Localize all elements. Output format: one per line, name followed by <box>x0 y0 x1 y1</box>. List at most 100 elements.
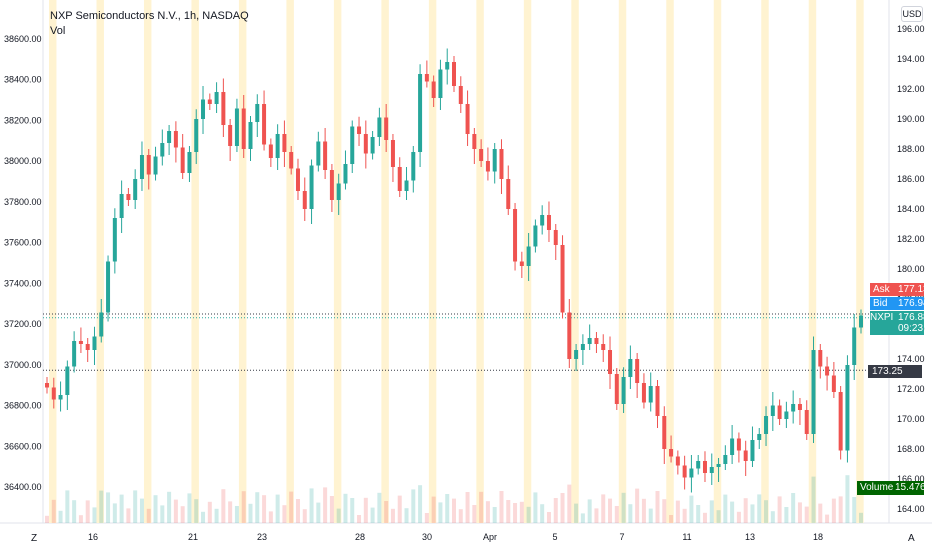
last-value: 176.88 <box>898 312 929 323</box>
candle-body <box>465 104 470 134</box>
session-band <box>428 0 437 523</box>
candle-body <box>418 74 423 152</box>
volume-bar <box>302 509 307 523</box>
candle-body <box>384 117 389 140</box>
left-tick-label: 36400.00 <box>4 482 42 492</box>
candle-body <box>302 191 307 209</box>
volume-bar <box>201 511 206 523</box>
volume-bar <box>397 495 402 523</box>
volume-bar <box>194 499 199 523</box>
volume-bar <box>472 505 477 523</box>
candle-body <box>702 461 707 473</box>
session-band <box>476 0 484 523</box>
right-tick-label: 170.00 <box>897 414 925 424</box>
volume-bar <box>540 504 545 523</box>
candle-body <box>499 149 504 179</box>
x-tick-label: 18 <box>813 532 823 542</box>
volume-tag-label: Volume <box>860 482 894 493</box>
candle-body <box>580 344 585 350</box>
candle-body <box>458 86 463 104</box>
candle-body <box>51 387 56 400</box>
volume-bar <box>282 505 287 523</box>
volume-bar <box>445 494 450 523</box>
currency-button[interactable]: USD <box>901 6 923 22</box>
volume-tag: Volume 15.476K <box>857 481 932 495</box>
volume-bar <box>228 501 233 523</box>
candle-body <box>831 375 836 392</box>
candle-body <box>750 440 755 461</box>
symbol-legend[interactable]: NXP Semiconductors N.V., 1h, NASDAQ <box>50 10 249 22</box>
x-tick-label: Apr <box>483 532 497 542</box>
candle-body <box>784 411 789 419</box>
volume-bar <box>160 505 165 523</box>
candle-body <box>58 395 63 400</box>
volume-bar <box>357 515 362 523</box>
candle-body <box>133 179 138 200</box>
right-tick-label: 166.00 <box>897 474 925 484</box>
last-label: NXPI <box>870 312 894 323</box>
volume-bar <box>526 506 531 523</box>
candle-body <box>635 359 640 383</box>
candle-body <box>180 147 185 173</box>
candle-body <box>65 366 70 395</box>
volume-bar <box>621 492 626 523</box>
volume-bar <box>648 508 653 523</box>
volume-bar <box>329 496 334 523</box>
candle-body <box>492 149 497 172</box>
volume-bar <box>248 503 253 523</box>
right-tick-label: 186.00 <box>897 174 925 184</box>
volume-legend[interactable]: Vol <box>50 25 66 37</box>
volume-bar <box>384 501 389 523</box>
volume-bar <box>682 508 687 523</box>
candle-body <box>112 218 117 262</box>
volume-bar <box>791 493 796 523</box>
zoom-reset-button[interactable]: Z <box>31 533 38 544</box>
candle-body <box>608 350 613 374</box>
volume-bar <box>78 515 83 523</box>
candle-body <box>404 180 409 191</box>
candle-body <box>187 152 192 173</box>
volume-bar <box>587 499 592 523</box>
volume-bar <box>825 514 830 523</box>
volume-bar <box>65 490 70 523</box>
candle-body <box>126 194 131 200</box>
volume-bar <box>51 499 56 523</box>
volume-bar <box>804 506 809 523</box>
volume-bar <box>126 508 131 523</box>
auto-scale-button[interactable]: A <box>908 533 915 544</box>
session-band <box>761 0 769 523</box>
last-price-tag: NXPI 176.88 09:23 <box>870 311 929 335</box>
volume-bar <box>309 488 314 523</box>
candle-body <box>669 449 674 457</box>
candle-body <box>255 104 260 122</box>
volume-bar <box>316 502 321 523</box>
volume-bar <box>106 492 111 523</box>
candle-body <box>350 126 355 164</box>
right-tick-label: 188.00 <box>897 144 925 154</box>
candle-body <box>506 179 511 209</box>
candle-body <box>587 338 592 344</box>
countdown: 09:23 <box>898 323 924 334</box>
candle-body <box>336 183 341 200</box>
volume-bar <box>764 500 769 523</box>
volume-bar <box>85 500 90 523</box>
volume-bar <box>45 515 49 523</box>
session-band <box>238 0 247 523</box>
x-tick-label: 23 <box>257 532 267 542</box>
volume-bar <box>99 490 104 523</box>
volume-bar <box>167 491 172 523</box>
right-tick-label: 164.00 <box>897 504 925 514</box>
candle-body <box>173 131 178 148</box>
x-tick-label: 28 <box>355 532 365 542</box>
volume-bar <box>390 508 395 523</box>
volume-bar <box>675 500 680 523</box>
session-band <box>143 0 152 523</box>
candle-body <box>560 245 565 313</box>
candle-body <box>757 434 762 440</box>
left-tick-label: 38000.00 <box>4 156 42 166</box>
volume-bar <box>492 507 497 523</box>
volume-bar <box>452 498 456 523</box>
candle-body <box>228 125 233 146</box>
